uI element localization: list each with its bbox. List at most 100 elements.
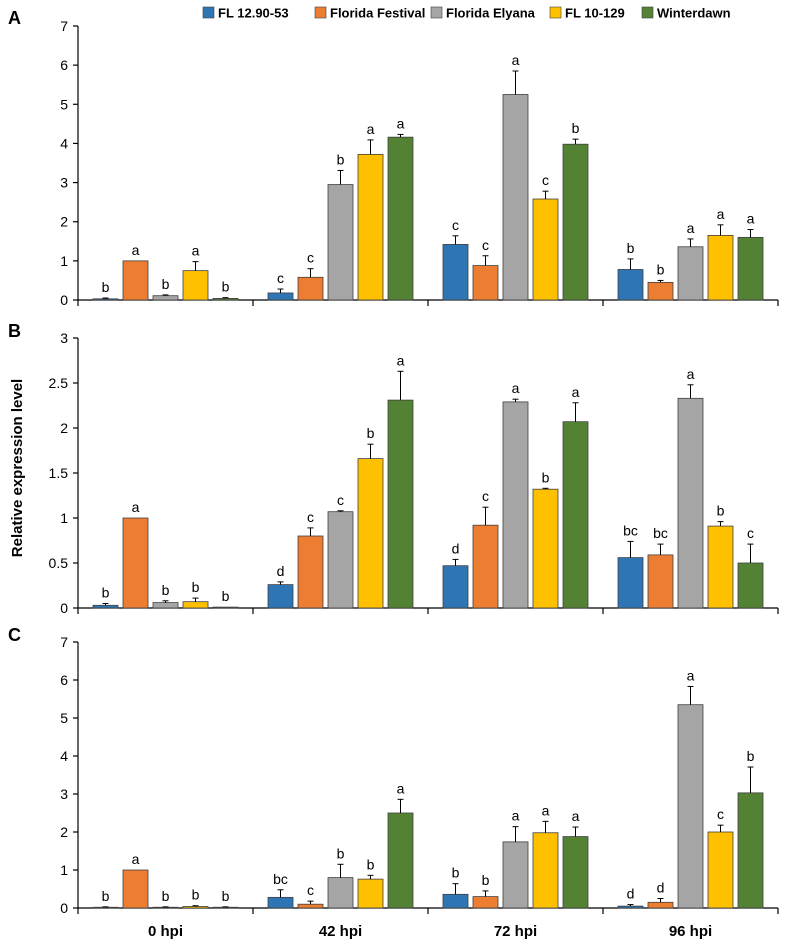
bar xyxy=(472,265,499,301)
x-category-label: 0 hpi xyxy=(148,923,183,940)
panel-a: A 0 1 2 3 4 5 6 7 b a b a b c c b a a c c a c b b b a a a xyxy=(8,8,779,308)
bar xyxy=(122,260,149,301)
significance-label: b xyxy=(542,469,550,485)
significance-label: bc xyxy=(653,525,668,541)
bar xyxy=(182,270,209,301)
bar xyxy=(502,401,529,609)
significance-label: b xyxy=(222,888,230,904)
bar xyxy=(357,878,384,909)
legend-label: Winterdawn xyxy=(657,6,731,21)
significance-label: b xyxy=(747,748,755,764)
significance-label: c xyxy=(542,172,549,188)
bar xyxy=(267,896,294,909)
panel-letter: A xyxy=(8,8,21,28)
bar xyxy=(442,244,469,301)
significance-label: a xyxy=(572,808,580,824)
legend-item: FL 12.90-53 xyxy=(202,6,289,21)
bar xyxy=(442,565,469,609)
y-tick-label: 0 xyxy=(60,292,68,308)
significance-label: a xyxy=(687,220,695,236)
legend-swatch xyxy=(549,6,562,19)
bar xyxy=(677,246,704,301)
y-tick-label: 4 xyxy=(60,135,68,151)
y-tick-label: 7 xyxy=(60,634,68,650)
significance-label: b xyxy=(717,503,725,519)
significance-label: b xyxy=(337,845,345,861)
y-tick-label: 1 xyxy=(60,510,68,526)
significance-label: a xyxy=(512,52,520,68)
bar xyxy=(387,136,414,301)
y-tick-label: 2 xyxy=(60,824,68,840)
significance-label: b xyxy=(162,276,170,292)
significance-label: a xyxy=(397,352,405,368)
bar xyxy=(502,841,529,909)
legend-swatch xyxy=(314,6,327,19)
bar xyxy=(182,601,209,609)
y-tick-label: 3 xyxy=(60,175,68,191)
significance-label: d xyxy=(657,880,665,896)
significance-label: a xyxy=(572,384,580,400)
bar xyxy=(707,235,734,301)
bar xyxy=(617,557,644,609)
bar xyxy=(327,511,354,609)
significance-label: c xyxy=(277,270,284,286)
legend-item: Florida Festival xyxy=(314,6,425,21)
bar xyxy=(387,399,414,609)
significance-label: c xyxy=(482,488,489,504)
legend-swatch xyxy=(430,6,443,19)
bar xyxy=(357,153,384,301)
significance-label: b xyxy=(192,887,200,903)
bar xyxy=(562,836,589,909)
y-axis-label: Relative expression level xyxy=(9,379,26,557)
significance-label: a xyxy=(747,211,755,227)
legend-item: Winterdawn xyxy=(641,6,731,21)
significance-label: b xyxy=(367,856,375,872)
bar xyxy=(472,896,499,909)
bar xyxy=(532,198,559,301)
bar xyxy=(647,281,674,301)
y-tick-label: 0 xyxy=(60,900,68,916)
bar xyxy=(502,94,529,301)
bar xyxy=(532,832,559,909)
significance-label: a xyxy=(542,802,550,818)
significance-label: c xyxy=(337,492,344,508)
y-tick-label: 2 xyxy=(60,214,68,230)
significance-label: b xyxy=(102,279,110,295)
bar xyxy=(297,276,324,301)
bar xyxy=(212,606,239,609)
y-tick-label: 0 xyxy=(60,600,68,616)
y-tick-label: 1 xyxy=(60,253,68,269)
significance-label: c xyxy=(717,806,724,822)
bar xyxy=(267,292,294,301)
significance-label: bc xyxy=(623,522,638,538)
x-category-label: 72 hpi xyxy=(494,923,537,940)
bar xyxy=(212,298,239,301)
bar xyxy=(182,906,209,909)
significance-label: a xyxy=(397,780,405,796)
significance-label: c xyxy=(307,250,314,266)
significance-label: a xyxy=(132,851,140,867)
x-category-label: 96 hpi xyxy=(669,923,712,940)
bar xyxy=(737,562,764,609)
bar xyxy=(617,905,644,909)
significance-label: b xyxy=(367,425,375,441)
bar xyxy=(152,602,179,609)
y-tick-label: 3 xyxy=(60,330,68,346)
legend-label: FL 12.90-53 xyxy=(218,6,289,21)
legend-label: Florida Elyana xyxy=(446,6,536,21)
bar xyxy=(387,812,414,909)
significance-label: b xyxy=(222,588,230,604)
significance-label: c xyxy=(307,882,314,898)
bar xyxy=(472,524,499,609)
bar xyxy=(677,704,704,909)
y-tick-label: 0.5 xyxy=(49,555,69,571)
bar xyxy=(297,535,324,609)
y-tick-label: 4 xyxy=(60,748,68,764)
bar xyxy=(677,397,704,609)
bar xyxy=(297,903,324,909)
legend-item: Florida Elyana xyxy=(430,6,536,21)
y-tick-label: 2.5 xyxy=(49,375,69,391)
